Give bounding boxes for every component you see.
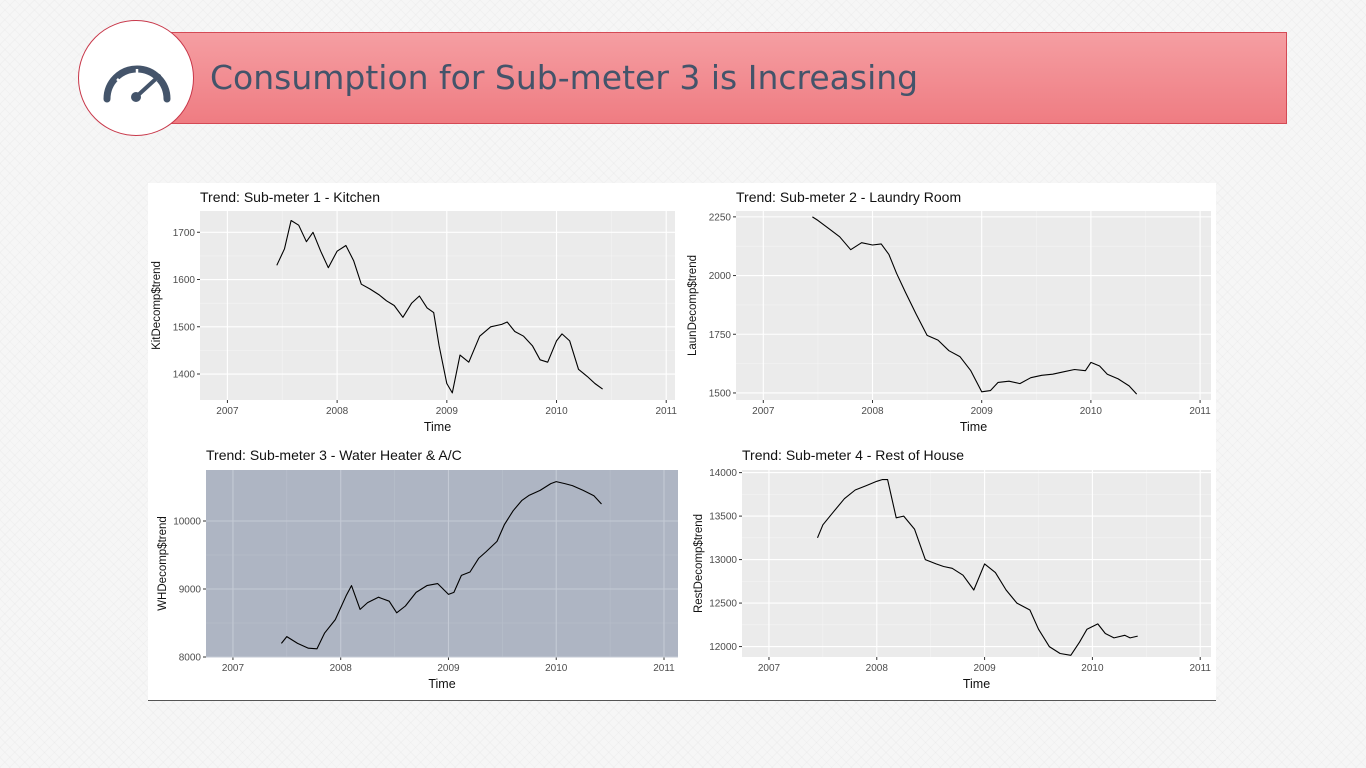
- y-tick-label: 2000: [709, 271, 732, 282]
- x-axis-label: Time: [424, 420, 451, 434]
- x-tick-label: 2007: [216, 406, 239, 417]
- x-tick-label: 2010: [1080, 406, 1103, 417]
- trend-line: [812, 216, 1138, 395]
- y-axis-label: WHDecomp$trend: [157, 516, 169, 611]
- x-tick-label: 2009: [436, 406, 459, 417]
- x-tick-label: 2007: [222, 663, 245, 674]
- y-tick-label: 12500: [709, 599, 737, 610]
- x-axis-label: Time: [963, 677, 990, 691]
- trend-line: [276, 219, 603, 394]
- y-tick-label: 14000: [709, 468, 737, 479]
- y-tick-label: 1600: [173, 275, 196, 286]
- chart-title: Trend: Sub-meter 3 - Water Heater & A/C: [206, 447, 462, 463]
- title-banner: [160, 32, 1287, 124]
- x-axis-label: Time: [428, 677, 455, 691]
- trend-figure: 2007 2008 2009 2010 2011 1400 1500 1600 1700 Tren…: [148, 183, 1216, 700]
- trend-charts: 2007 2008 2009 2010 2011 1400 1500 1600 1700 Tren…: [151, 189, 1211, 691]
- y-tick-label: 1750: [709, 330, 732, 341]
- figure-baseline: [148, 700, 1216, 701]
- trend-line: [280, 481, 602, 650]
- plot-panel: [206, 470, 678, 657]
- y-tick-label: 12000: [709, 642, 737, 653]
- x-tick-label: 2008: [861, 406, 884, 417]
- x-tick-label: 2009: [971, 406, 994, 417]
- plot-panel: [200, 211, 675, 400]
- chart-title: Trend: Sub-meter 4 - Rest of House: [742, 447, 964, 463]
- y-tick-label: 13000: [709, 555, 737, 566]
- y-axis-label: RestDecomp$trend: [693, 514, 705, 613]
- x-tick-label: 2010: [1081, 663, 1104, 674]
- x-tick-label: 2007: [752, 406, 775, 417]
- y-tick-label: 13500: [709, 512, 737, 523]
- y-tick-label: 1700: [173, 228, 196, 239]
- x-tick-label: 2011: [655, 406, 677, 417]
- y-tick-label: 1500: [173, 322, 196, 333]
- x-tick-label: 2010: [545, 663, 568, 674]
- x-tick-label: 2008: [866, 663, 889, 674]
- icon-badge: [78, 20, 194, 136]
- chart-title: Trend: Sub-meter 1 - Kitchen: [200, 189, 380, 205]
- slide-title: Consumption for Sub-meter 3 is Increasin…: [210, 58, 919, 97]
- y-axis-label: LaunDecomp$trend: [687, 255, 699, 356]
- speedometer-icon: [103, 65, 171, 103]
- y-tick-label: 1500: [709, 388, 732, 399]
- x-tick-label: 2010: [545, 406, 568, 417]
- y-axis-label: KitDecomp$trend: [151, 261, 163, 350]
- x-tick-label: 2011: [1189, 406, 1211, 417]
- x-tick-label: 2008: [330, 663, 353, 674]
- x-axis-label: Time: [960, 420, 987, 434]
- y-tick-label: 10000: [173, 517, 201, 528]
- x-tick-label: 2009: [437, 663, 460, 674]
- trend-line: [816, 479, 1138, 656]
- plot-panel: [736, 211, 1211, 400]
- x-tick-label: 2011: [653, 663, 675, 674]
- x-tick-label: 2011: [1189, 663, 1211, 674]
- x-tick-label: 2009: [973, 663, 996, 674]
- x-tick-label: 2007: [758, 663, 781, 674]
- x-tick-label: 2008: [326, 406, 349, 417]
- chart-title: Trend: Sub-meter 2 - Laundry Room: [736, 189, 961, 205]
- y-tick-label: 1400: [173, 370, 196, 381]
- y-tick-label: 8000: [179, 653, 202, 664]
- plot-panel: [742, 470, 1211, 657]
- y-tick-label: 2250: [709, 212, 732, 223]
- y-tick-label: 9000: [179, 585, 202, 596]
